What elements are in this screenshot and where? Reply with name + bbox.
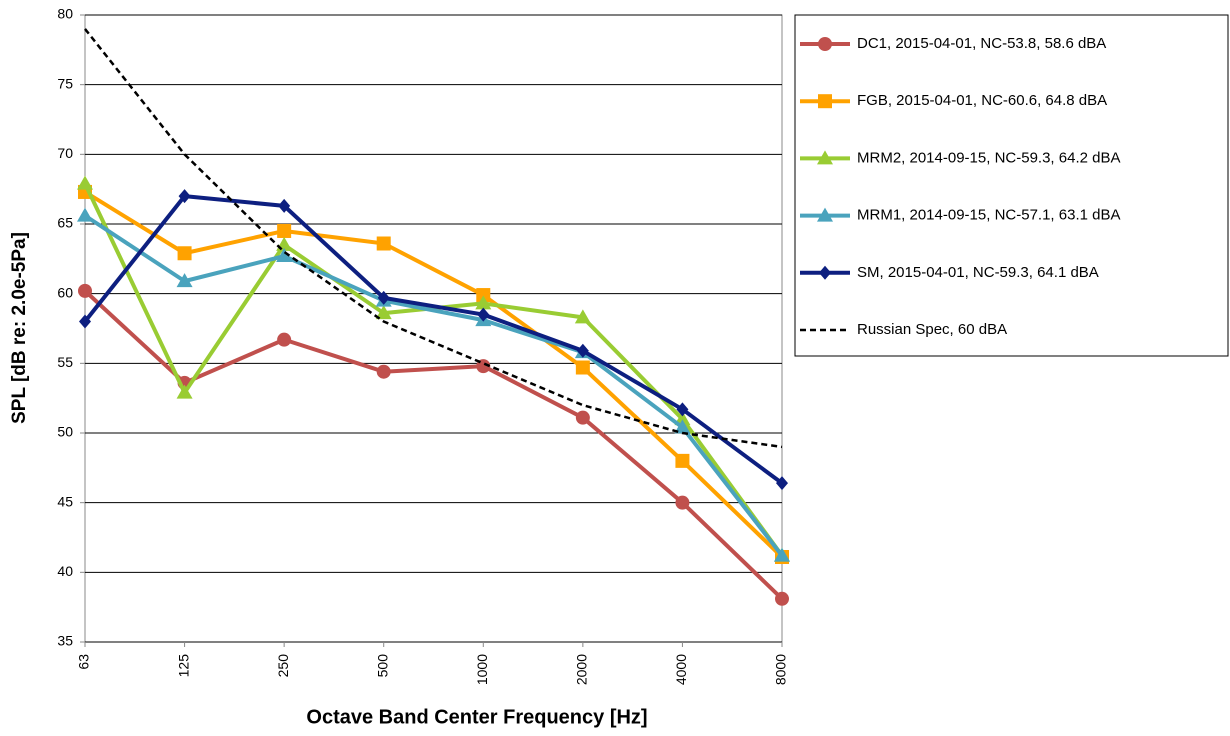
data-point xyxy=(79,314,91,329)
x-tick-label: 125 xyxy=(175,654,191,678)
series-line xyxy=(84,28,783,449)
data-point xyxy=(774,547,790,562)
data-point xyxy=(376,364,391,379)
legend-label: MRM1, 2014-09-15, NC-57.1, 63.1 dBA xyxy=(857,207,1120,224)
y-tick-label: 45 xyxy=(57,493,73,509)
x-tick-label: 2000 xyxy=(574,654,590,685)
data-point xyxy=(476,288,491,303)
data-point xyxy=(675,495,690,510)
data-point xyxy=(375,305,392,320)
data-point xyxy=(575,360,590,375)
y-tick-label: 35 xyxy=(57,633,73,649)
data-point xyxy=(276,248,293,263)
data-point xyxy=(77,207,93,222)
data-point xyxy=(675,453,690,468)
x-tick-label: 500 xyxy=(374,654,390,678)
data-point xyxy=(775,591,789,606)
legend-marker xyxy=(819,265,831,280)
series-line xyxy=(83,194,784,485)
x-tick-label: 4000 xyxy=(673,654,689,685)
data-point xyxy=(574,309,591,324)
data-point xyxy=(377,290,390,305)
x-tick-label: 8000 xyxy=(773,654,789,685)
y-tick-label: 70 xyxy=(57,145,73,161)
data-point xyxy=(78,283,92,298)
y-tick-label: 60 xyxy=(57,284,73,300)
data-point xyxy=(674,411,691,426)
data-point xyxy=(576,343,589,358)
data-point xyxy=(477,307,490,322)
y-tick-label: 40 xyxy=(57,563,73,579)
series-line xyxy=(83,182,784,557)
legend-marker xyxy=(818,94,832,109)
x-tick-label: 250 xyxy=(275,654,291,678)
data-point xyxy=(277,223,292,238)
legend-box xyxy=(794,14,1229,357)
y-tick-label: 80 xyxy=(57,6,73,22)
plot-area xyxy=(84,14,783,643)
data-point xyxy=(676,402,689,417)
x-tick-label: 63 xyxy=(76,654,92,670)
legend-label: Russian Spec, 60 dBA xyxy=(857,321,1007,338)
data-point xyxy=(674,419,691,434)
legend-label: MRM2, 2014-09-15, NC-59.3, 64.2 dBA xyxy=(857,149,1120,166)
y-tick-label: 75 xyxy=(57,75,73,91)
legend-marker xyxy=(817,207,833,222)
data-point xyxy=(77,175,93,190)
legend-label: FGB, 2015-04-01, NC-60.6, 64.8 dBA xyxy=(857,92,1107,109)
data-point xyxy=(575,410,590,425)
legend-label: SM, 2015-04-01, NC-59.3, 64.1 dBA xyxy=(857,264,1099,281)
y-tick-label: 65 xyxy=(57,215,73,231)
data-point xyxy=(178,189,191,204)
legend-marker xyxy=(817,150,833,165)
y-tick-label: 50 xyxy=(57,424,73,440)
data-point xyxy=(177,246,192,261)
data-point xyxy=(376,236,391,251)
x-axis-title: Octave Band Center Frequency [Hz] xyxy=(306,706,647,728)
legend-marker xyxy=(818,37,832,51)
data-point xyxy=(278,198,291,213)
series-line xyxy=(83,213,784,557)
legend-label: DC1, 2015-04-01, NC-53.8, 58.6 dBA xyxy=(857,35,1106,52)
data-point xyxy=(475,295,492,310)
y-axis-title: SPL [dB re: 2.0e-5Pa] xyxy=(9,232,30,424)
x-tick-label: 1000 xyxy=(474,654,490,685)
data-point xyxy=(776,476,788,491)
y-tick-label: 55 xyxy=(57,354,73,370)
series-line xyxy=(83,289,784,601)
series-line xyxy=(83,190,784,559)
data-point xyxy=(176,384,193,399)
data-point xyxy=(176,273,193,288)
data-point xyxy=(277,332,292,347)
